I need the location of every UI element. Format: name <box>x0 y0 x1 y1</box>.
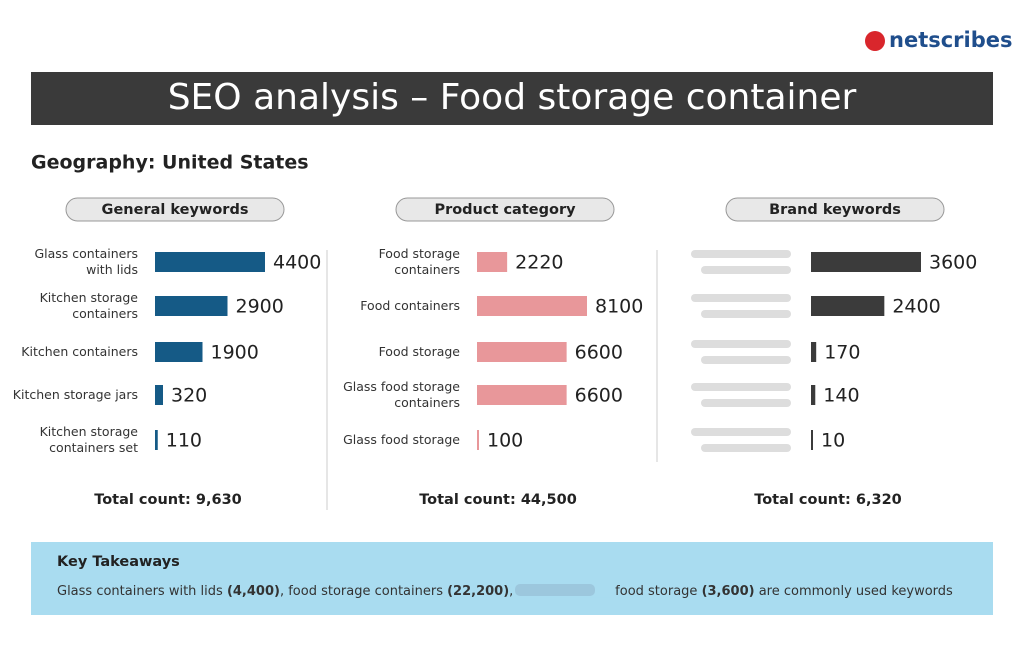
value-label: 2400 <box>892 296 940 318</box>
text: are commonly used keywords <box>755 584 953 599</box>
logo: netscribes <box>889 28 1013 52</box>
category-box: Glass food storage containers <box>343 379 460 410</box>
takeaways-box <box>31 542 993 615</box>
category-label: Food containers <box>360 298 460 313</box>
category-box: Kitchen storage containers set <box>39 424 138 455</box>
bar <box>477 342 567 362</box>
chart-title: Product category <box>434 202 576 218</box>
value-label: 2220 <box>515 252 563 274</box>
category-box: Food storage containers <box>378 246 460 277</box>
value-label: 10 <box>821 430 845 452</box>
category-label: Kitchen storage containers <box>39 290 138 321</box>
title-bar <box>31 72 993 125</box>
geography: Geography: United States <box>31 152 309 174</box>
value-label: 6600 <box>575 342 623 364</box>
value-label: 170 <box>824 342 860 364</box>
value-label: 3600 <box>929 252 977 274</box>
category-label: Food storage containers <box>378 246 460 277</box>
blurred-label <box>701 356 791 364</box>
chart-title: Brand keywords <box>769 202 901 218</box>
bar <box>477 296 587 316</box>
text: , food storage containers <box>280 584 447 599</box>
blurred-label <box>691 383 791 391</box>
takeaways-heading: Key Takeaways <box>57 554 180 570</box>
blurred-label <box>701 266 791 274</box>
blurred-label <box>691 340 791 348</box>
value-label: 140 <box>823 385 859 407</box>
blurred-label <box>701 399 791 407</box>
blurred-label <box>691 294 791 302</box>
category-box: Glass food storage <box>343 432 460 447</box>
bar <box>811 252 921 272</box>
text: (22,200) <box>447 584 509 599</box>
blurred-label <box>701 444 791 452</box>
chart-title: General keywords <box>102 202 249 218</box>
category-label: Glass food storage containers <box>343 379 460 410</box>
group-pill <box>395 197 615 222</box>
title: SEO analysis – Food storage container <box>168 77 857 118</box>
bar <box>155 252 265 272</box>
category-label: Glass food storage <box>343 432 460 447</box>
bar <box>155 430 158 450</box>
value-label: 2900 <box>236 296 284 318</box>
category-label: Glass containers with lids <box>34 246 138 277</box>
value-label: 6600 <box>575 385 623 407</box>
category-box: Kitchen storage jars <box>12 387 138 402</box>
takeaways-text: Glass containers with lids (4,400), food… <box>57 584 953 599</box>
bar <box>155 385 163 405</box>
category-label: Kitchen storage containers set <box>39 424 138 455</box>
category-box: Glass containers with lids <box>34 246 138 277</box>
group-pill <box>725 197 945 222</box>
category-box: Kitchen storage containers <box>39 290 138 321</box>
bar <box>477 430 479 450</box>
total-count: Total count: 6,320 <box>754 492 902 508</box>
value-label: 320 <box>171 385 207 407</box>
text: (3,600) <box>702 584 755 599</box>
bar <box>811 385 816 405</box>
bar <box>811 342 817 362</box>
value-label: 4400 <box>273 252 321 274</box>
category-box: Kitchen containers <box>21 344 138 359</box>
value-label: 1900 <box>211 342 259 364</box>
bar <box>155 296 228 316</box>
blurred-label <box>701 310 791 318</box>
bar <box>811 430 813 450</box>
bar <box>155 342 203 362</box>
value-label: 110 <box>166 430 202 452</box>
blurred-label <box>691 428 791 436</box>
bar <box>477 385 567 405</box>
bar <box>811 296 885 316</box>
value-label: 100 <box>487 430 523 452</box>
logo-icon <box>865 31 885 51</box>
category-box: Food storage <box>378 344 460 359</box>
category-label: Kitchen storage jars <box>12 387 138 402</box>
bar <box>477 252 508 272</box>
value-label: 8100 <box>595 296 643 318</box>
total-count: Total count: 9,630 <box>94 492 242 508</box>
category-box: Food containers <box>360 298 460 313</box>
total-count: Total count: 44,500 <box>419 492 577 508</box>
text: (4,400) <box>227 584 280 599</box>
group-pill <box>65 197 285 222</box>
blurred-word <box>515 584 595 596</box>
text: food storage <box>611 584 702 599</box>
category-label: Kitchen containers <box>21 344 138 359</box>
blurred-label <box>691 250 791 258</box>
text: Glass containers with lids <box>57 584 227 599</box>
category-label: Food storage <box>378 344 460 359</box>
